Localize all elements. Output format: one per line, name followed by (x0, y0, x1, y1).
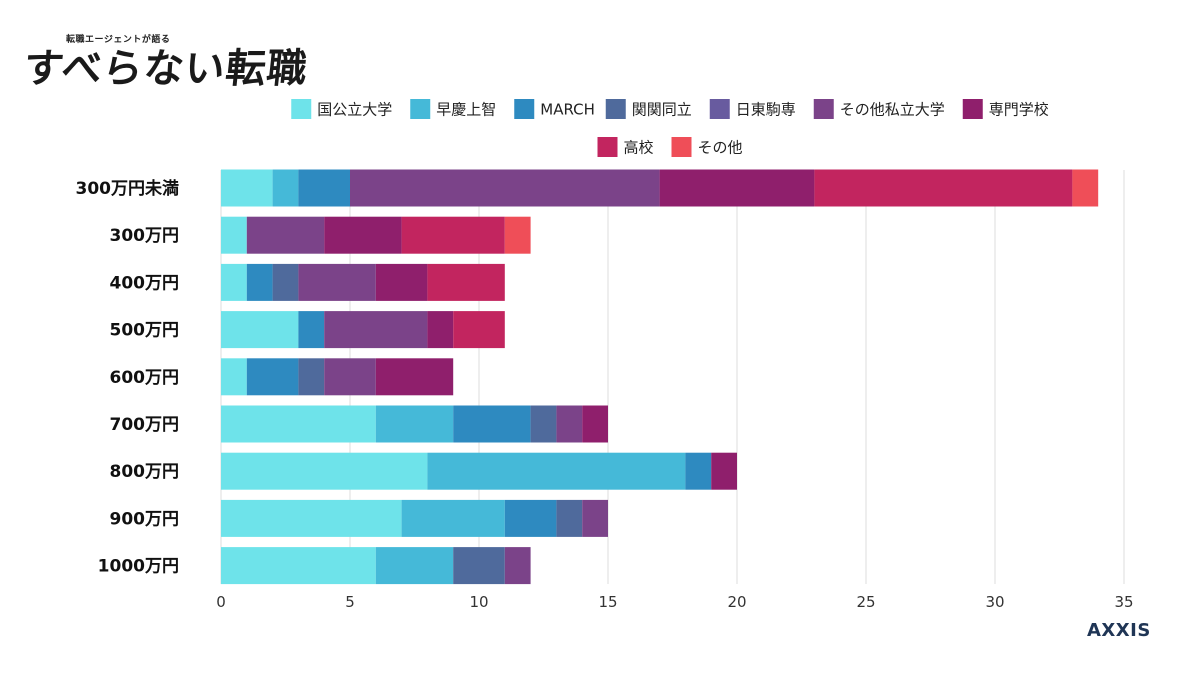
legend-item: 高校 (597, 137, 654, 157)
bar-segment (350, 169, 660, 207)
site-logo: 転職エージェントが語る すべらない転職 (21, 28, 310, 92)
bar-segment (427, 311, 454, 349)
category-label: 1000万円 (98, 557, 179, 577)
logo-tagline: 転職エージェントが語る (66, 35, 171, 45)
category-label: 900万円 (110, 509, 180, 529)
bar-segment (324, 358, 376, 396)
bar-segment (453, 547, 505, 585)
legend-swatch (709, 99, 730, 119)
bar-segment (221, 547, 376, 585)
legend-label: その他 (698, 139, 743, 157)
category-label: 800万円 (110, 462, 180, 482)
bar-segment (221, 311, 299, 349)
bars (221, 169, 1099, 585)
legend-swatch (671, 137, 692, 157)
bar-segment (401, 499, 505, 537)
bar-segment (221, 405, 376, 443)
bar-segment (582, 499, 608, 537)
x-tick-label: 10 (469, 593, 488, 611)
bar-segment (298, 311, 325, 349)
legend-label: MARCH (540, 101, 595, 119)
x-tick-label: 25 (856, 593, 875, 611)
bar-segment (504, 547, 531, 585)
bar-segment (582, 405, 608, 443)
legend-label: 国公立大学 (317, 101, 392, 119)
bar-segment (272, 169, 299, 207)
legend-label: 専門学校 (989, 101, 1049, 119)
legend-swatch (291, 99, 312, 119)
bar-segment (453, 311, 505, 349)
brand-logo: AXXIS (1087, 620, 1151, 641)
x-tick-label: 5 (345, 593, 355, 611)
bar-segment (814, 169, 1073, 207)
x-tick-label: 0 (216, 593, 226, 611)
bar-segment (556, 405, 583, 443)
bar-segment (375, 358, 454, 396)
legend-item: MARCH (514, 99, 595, 119)
bar-segment (504, 499, 557, 537)
legend-swatch (410, 99, 431, 119)
bar-segment (556, 499, 583, 537)
bar-segment (375, 547, 454, 585)
legend-label: その他私立大学 (840, 101, 945, 119)
bar-segment (221, 263, 247, 301)
bar-segment (453, 405, 531, 443)
legend-swatch (514, 99, 535, 119)
legend-item: その他私立大学 (813, 99, 945, 119)
bar-segment (659, 169, 815, 207)
x-tick-labels: 0 5 10 15 20 25 30 35 (216, 593, 1133, 611)
bar-segment (711, 452, 737, 490)
bar-segment (1072, 169, 1099, 207)
legend-item: 専門学校 (962, 99, 1049, 119)
legend-item: 国公立大学 (291, 99, 392, 119)
bar-segment (685, 452, 712, 490)
legend-swatch (605, 99, 626, 119)
x-tick-label: 15 (598, 593, 617, 611)
x-tick-label: 35 (1114, 593, 1133, 611)
category-labels: 300万円未満 300万円 400万円 500万円 600万円 700万円 800万円 900… (76, 178, 180, 577)
legend-label: 日東駒専 (736, 101, 796, 119)
bar-segment (272, 263, 299, 301)
bar-segment (246, 263, 273, 301)
bar-segment (401, 216, 505, 254)
bar-segment (221, 169, 273, 207)
bar-segment (221, 452, 428, 490)
legend-item: 関関同立 (605, 99, 692, 119)
bar-segment (246, 216, 325, 254)
category-label: 300万円未満 (76, 178, 180, 199)
x-tick-label: 20 (727, 593, 746, 611)
legend-item: その他 (671, 137, 743, 157)
x-tick-label: 30 (985, 593, 1004, 611)
legend-label: 早慶上智 (436, 101, 496, 119)
legend-swatch (813, 99, 834, 119)
bar-segment (375, 405, 454, 443)
legend-item: 早慶上智 (410, 99, 496, 119)
legend-swatch (597, 137, 618, 157)
legend-label: 高校 (624, 139, 654, 157)
bar-segment (221, 216, 247, 254)
bar-segment (324, 216, 402, 254)
bar-segment (221, 358, 247, 396)
bar-segment (324, 311, 428, 349)
category-label: 600万円 (110, 368, 180, 388)
category-label: 400万円 (110, 273, 180, 293)
bar-segment (504, 216, 531, 254)
bar-segment (298, 263, 376, 301)
bar-segment (530, 405, 557, 443)
legend-item: 日東駒専 (709, 99, 796, 119)
bar-segment (298, 358, 325, 396)
bar-segment (427, 263, 505, 301)
category-label: 300万円 (110, 226, 180, 246)
legend-swatch (962, 99, 983, 119)
category-label: 500万円 (110, 321, 180, 341)
bar-segment (221, 499, 402, 537)
bar-segment (375, 263, 428, 301)
bar-segment (246, 358, 299, 396)
category-label: 700万円 (110, 415, 180, 435)
bar-segment (298, 169, 350, 207)
legend-label: 関関同立 (632, 101, 692, 119)
bar-segment (427, 452, 686, 490)
